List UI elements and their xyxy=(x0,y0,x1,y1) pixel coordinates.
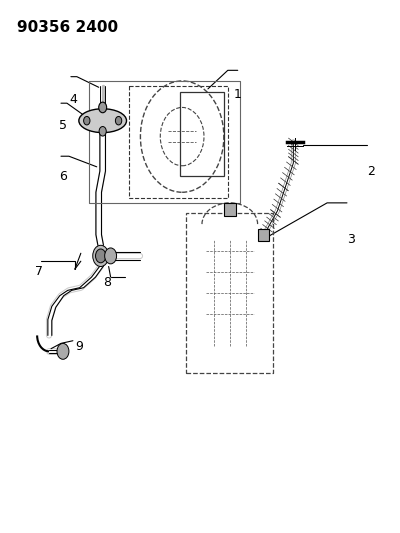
Circle shape xyxy=(99,126,106,136)
Ellipse shape xyxy=(79,109,126,133)
Text: 5: 5 xyxy=(59,119,67,133)
Bar xyxy=(224,203,236,216)
Circle shape xyxy=(93,245,109,266)
Text: 3: 3 xyxy=(347,233,355,246)
Text: 8: 8 xyxy=(103,276,111,289)
Circle shape xyxy=(105,248,116,264)
Text: 1: 1 xyxy=(234,87,242,101)
Text: 7: 7 xyxy=(35,265,43,278)
Text: 6: 6 xyxy=(59,170,67,183)
Bar xyxy=(258,229,269,241)
Circle shape xyxy=(96,249,106,263)
Text: 4: 4 xyxy=(69,93,77,106)
Circle shape xyxy=(57,343,69,359)
Circle shape xyxy=(99,102,107,113)
Circle shape xyxy=(115,116,122,125)
Text: 90356 2400: 90356 2400 xyxy=(17,20,118,35)
Circle shape xyxy=(84,116,90,125)
Text: 9: 9 xyxy=(75,340,83,352)
Text: 2: 2 xyxy=(367,165,375,177)
